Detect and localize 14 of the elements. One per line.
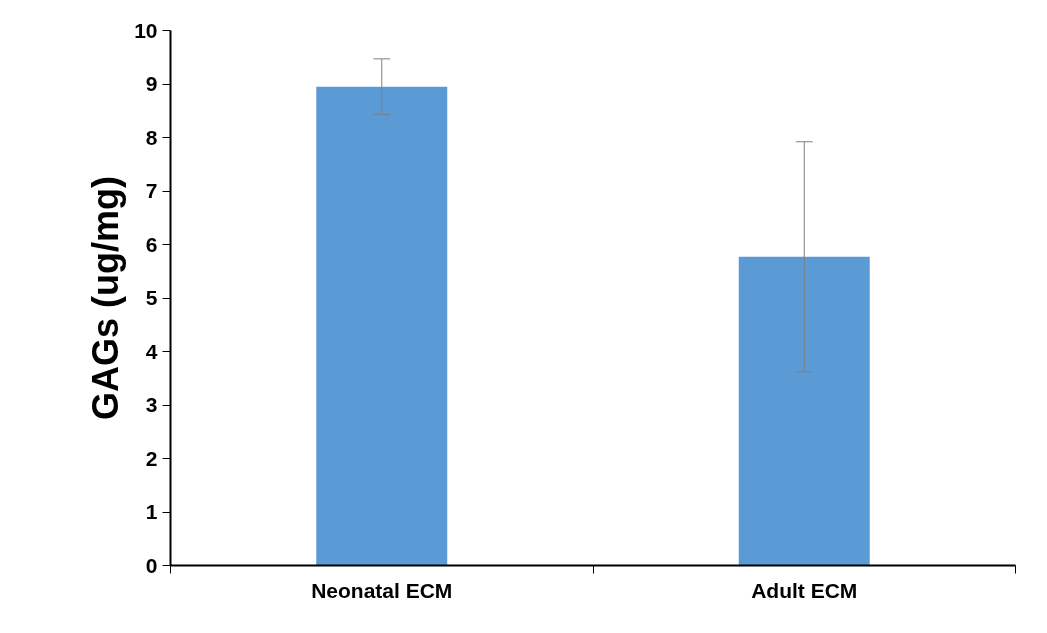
y-tick-label: 10 <box>134 18 158 42</box>
x-tick-label: Neonatal ECM <box>311 578 453 602</box>
y-tick-label: 6 <box>145 232 158 256</box>
y-tick-label: 3 <box>145 393 158 416</box>
x-tick-label: Adult ECM <box>751 578 858 602</box>
y-tick-label: 7 <box>145 179 158 202</box>
y-axis-title: GAGs (ug/mg) <box>85 176 127 420</box>
y-tick-label: 4 <box>145 339 158 363</box>
y-tick-label: 0 <box>145 553 158 577</box>
y-tick-label: 1 <box>145 500 158 523</box>
y-tick-label: 8 <box>145 125 158 149</box>
y-tick-label: 9 <box>145 72 158 95</box>
y-tick-label: 2 <box>145 446 158 470</box>
y-tick-label: 5 <box>145 286 158 309</box>
